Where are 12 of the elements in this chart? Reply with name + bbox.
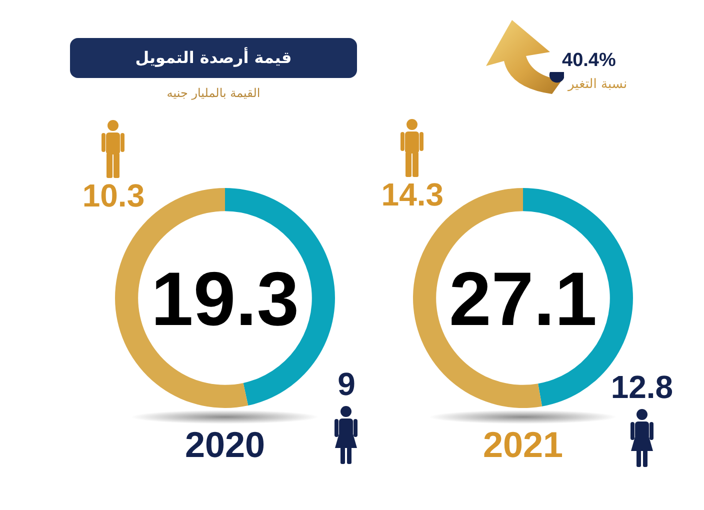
- text: 19.3: [151, 257, 299, 342]
- data-label: 9: [338, 366, 356, 402]
- text: 2020: [184, 424, 266, 466]
- text: 27.1: [449, 257, 597, 342]
- text: نسبة التغير: [568, 77, 628, 92]
- data-label: 12.8: [610, 369, 674, 406]
- chart-subtitle: القيمة بالمليار جنيه: [166, 86, 262, 100]
- data-label: 14.3: [381, 176, 444, 212]
- text: 2021: [482, 424, 564, 466]
- data-label: 10.3: [82, 178, 145, 214]
- text: 40.4%: [562, 50, 616, 72]
- chart-title: قيمة أرصدة التمويل: [70, 38, 357, 78]
